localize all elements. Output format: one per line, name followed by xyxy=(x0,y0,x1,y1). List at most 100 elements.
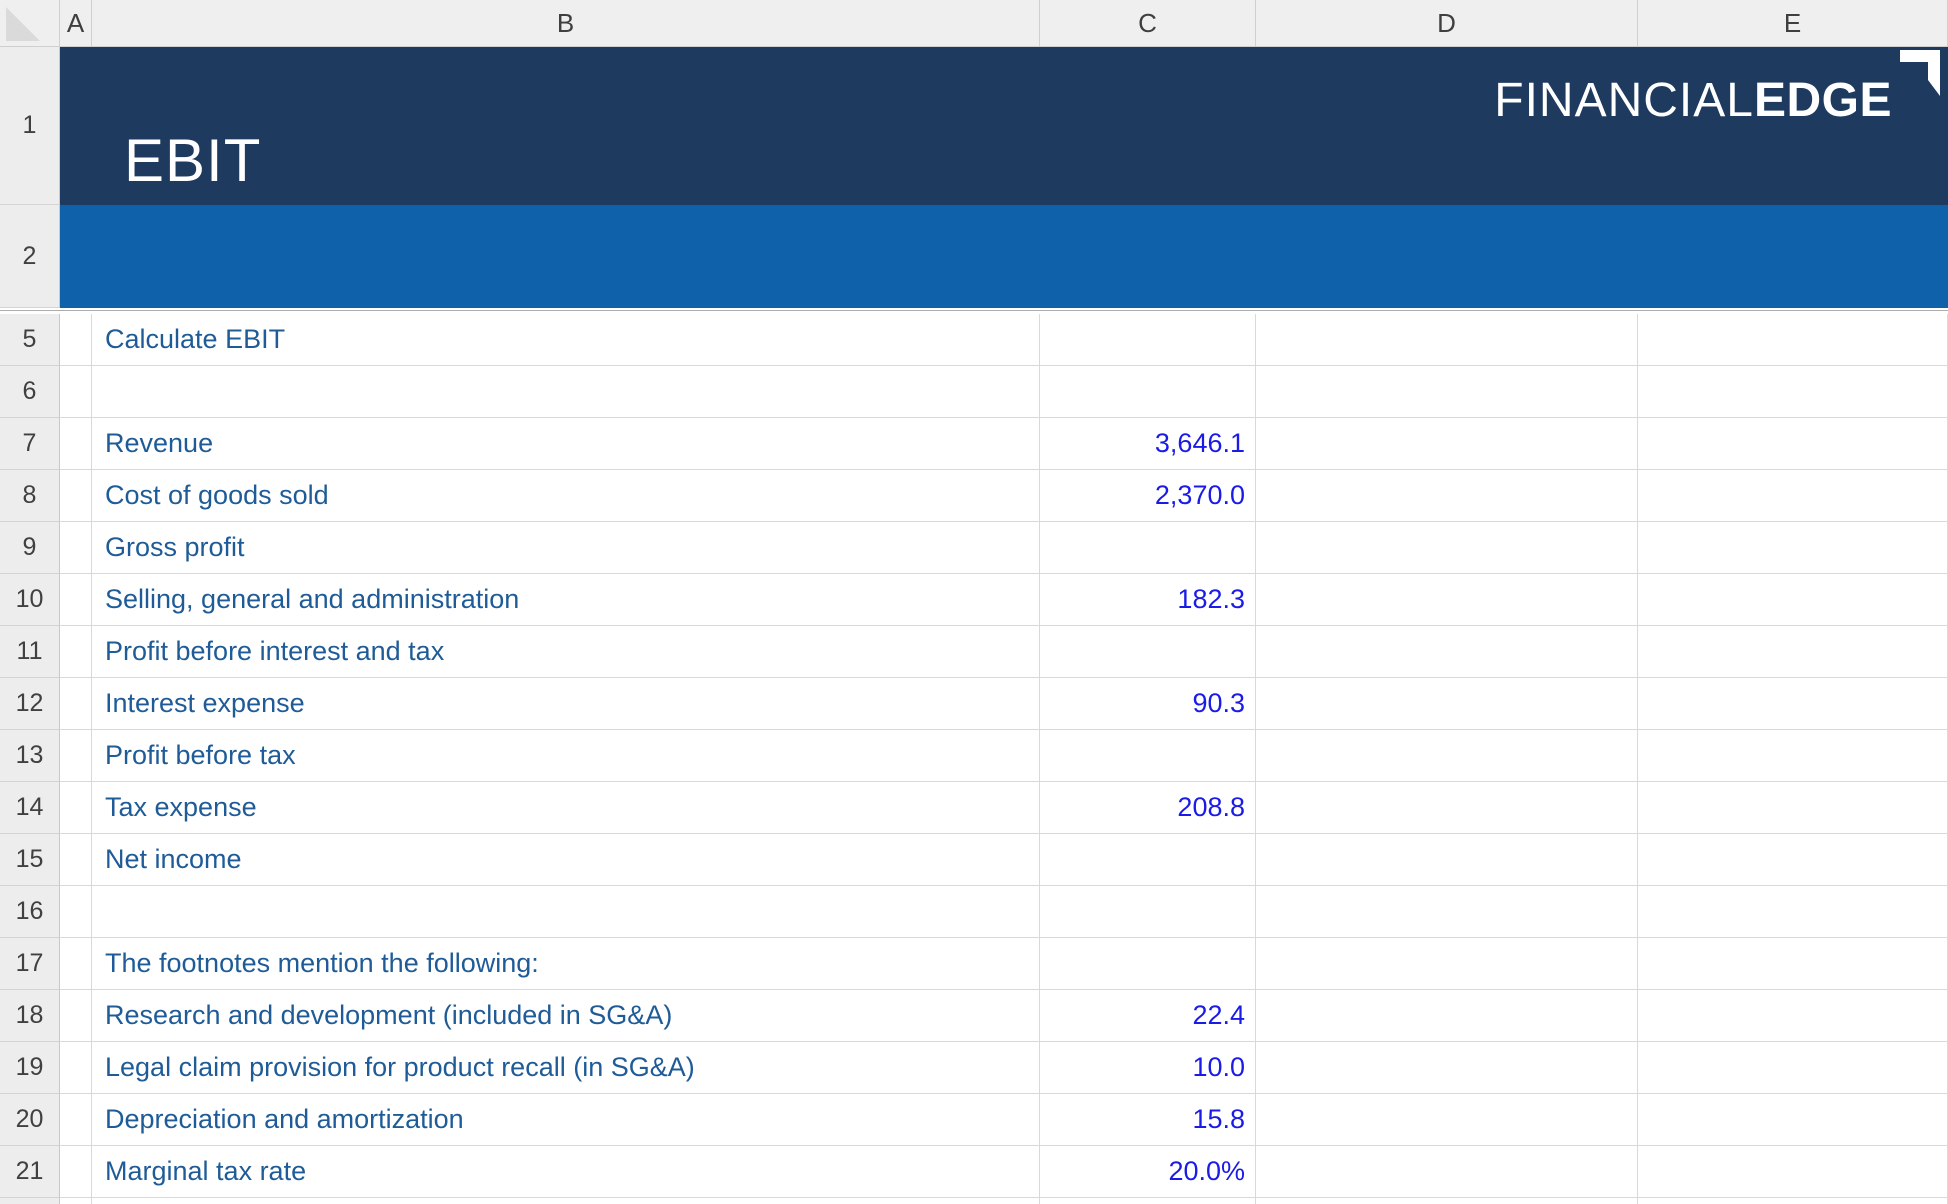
cell-d[interactable] xyxy=(1256,938,1638,990)
row-header[interactable]: 18 xyxy=(0,990,60,1042)
cell-e[interactable] xyxy=(1638,574,1948,626)
cell-e[interactable] xyxy=(1638,626,1948,678)
cell-label[interactable]: Tax expense xyxy=(92,782,1040,834)
cell-value[interactable]: 90.3 xyxy=(1040,678,1256,730)
row-header-2[interactable]: 2 xyxy=(0,205,60,308)
cell-d[interactable] xyxy=(1256,470,1638,522)
cell-e[interactable] xyxy=(1638,990,1948,1042)
cell-a[interactable] xyxy=(60,574,92,626)
cell-value[interactable]: 10.0 xyxy=(1040,1042,1256,1094)
cell-a[interactable] xyxy=(60,470,92,522)
cell-label[interactable]: Profit before tax xyxy=(92,730,1040,782)
cell-value[interactable]: 208.8 xyxy=(1040,782,1256,834)
cell-d[interactable] xyxy=(1256,574,1638,626)
cell-a[interactable] xyxy=(60,730,92,782)
row-header[interactable]: 14 xyxy=(0,782,60,834)
cell-label[interactable]: Revenue xyxy=(92,418,1040,470)
cell-a[interactable] xyxy=(60,782,92,834)
cell-a[interactable] xyxy=(60,522,92,574)
cell-a[interactable] xyxy=(60,314,92,366)
cell-d[interactable] xyxy=(1256,834,1638,886)
row-header[interactable]: 5 xyxy=(0,314,60,366)
cell-e[interactable] xyxy=(1638,522,1948,574)
cell-e[interactable] xyxy=(1638,314,1948,366)
hidden-rows-separator[interactable] xyxy=(0,308,1948,314)
cell-value[interactable]: 20.0% xyxy=(1040,1146,1256,1198)
cell-a[interactable] xyxy=(60,418,92,470)
cell-e[interactable] xyxy=(1638,678,1948,730)
cell-d[interactable] xyxy=(1256,626,1638,678)
row-header[interactable]: 12 xyxy=(0,678,60,730)
cell-d[interactable] xyxy=(1256,730,1638,782)
cell-label[interactable]: Legal claim provision for product recall… xyxy=(92,1042,1040,1094)
column-header-e[interactable]: E xyxy=(1638,0,1948,47)
cell-value[interactable] xyxy=(1040,834,1256,886)
cell-a[interactable] xyxy=(60,834,92,886)
cell-a[interactable] xyxy=(60,366,92,418)
cell-value[interactable]: 15.8 xyxy=(1040,1094,1256,1146)
row-header[interactable]: 6 xyxy=(0,366,60,418)
cell-label[interactable]: Depreciation and amortization xyxy=(92,1094,1040,1146)
cell-a[interactable] xyxy=(60,886,92,938)
cell-a[interactable] xyxy=(60,1094,92,1146)
row-header-22[interactable] xyxy=(0,1198,60,1204)
cell-e[interactable] xyxy=(1638,1146,1948,1198)
cell-value[interactable] xyxy=(1040,886,1256,938)
cell-value[interactable]: 3,646.1 xyxy=(1040,418,1256,470)
cell-d[interactable] xyxy=(1256,522,1638,574)
row-header[interactable]: 19 xyxy=(0,1042,60,1094)
row-header[interactable]: 7 xyxy=(0,418,60,470)
cell-a[interactable] xyxy=(60,1146,92,1198)
cell-label[interactable]: Interest expense xyxy=(92,678,1040,730)
cell-label[interactable]: Profit before interest and tax xyxy=(92,626,1040,678)
cell-value[interactable]: 22.4 xyxy=(1040,990,1256,1042)
cell-label[interactable] xyxy=(92,886,1040,938)
row-header[interactable]: 9 xyxy=(0,522,60,574)
cell-e[interactable] xyxy=(1638,418,1948,470)
cell-label[interactable] xyxy=(92,366,1040,418)
cell-d[interactable] xyxy=(1256,1146,1638,1198)
cell-value[interactable] xyxy=(1040,366,1256,418)
cell-value[interactable] xyxy=(1040,938,1256,990)
column-header-d[interactable]: D xyxy=(1256,0,1638,47)
cell-e22[interactable] xyxy=(1638,1198,1948,1204)
cell-label[interactable]: Marginal tax rate xyxy=(92,1146,1040,1198)
cell-a[interactable] xyxy=(60,626,92,678)
cell-value[interactable]: 2,370.0 xyxy=(1040,470,1256,522)
cell-label[interactable]: Calculate EBIT xyxy=(92,314,1040,366)
cell-label[interactable]: Net income xyxy=(92,834,1040,886)
cell-e[interactable] xyxy=(1638,782,1948,834)
blue-band-cell[interactable] xyxy=(60,205,1948,308)
cell-e[interactable] xyxy=(1638,886,1948,938)
cell-e[interactable] xyxy=(1638,938,1948,990)
row-header[interactable]: 13 xyxy=(0,730,60,782)
row-header[interactable]: 10 xyxy=(0,574,60,626)
cell-e[interactable] xyxy=(1638,470,1948,522)
cell-a[interactable] xyxy=(60,678,92,730)
column-header-b[interactable]: B xyxy=(92,0,1040,47)
cell-d[interactable] xyxy=(1256,1042,1638,1094)
cell-d[interactable] xyxy=(1256,886,1638,938)
row-header[interactable]: 11 xyxy=(0,626,60,678)
title-banner-cell[interactable]: EBIT FINANCIALEDGE xyxy=(60,47,1948,205)
row-header[interactable]: 8 xyxy=(0,470,60,522)
cell-e[interactable] xyxy=(1638,1094,1948,1146)
cell-e[interactable] xyxy=(1638,366,1948,418)
cell-d[interactable] xyxy=(1256,990,1638,1042)
column-header-a[interactable]: A xyxy=(60,0,92,47)
cell-value[interactable] xyxy=(1040,314,1256,366)
cell-d[interactable] xyxy=(1256,366,1638,418)
cell-e[interactable] xyxy=(1638,834,1948,886)
cell-a[interactable] xyxy=(60,938,92,990)
column-header-c[interactable]: C xyxy=(1040,0,1256,47)
cell-d[interactable] xyxy=(1256,418,1638,470)
cell-label[interactable]: Research and development (included in SG… xyxy=(92,990,1040,1042)
cell-a[interactable] xyxy=(60,990,92,1042)
row-header-1[interactable]: 1 xyxy=(0,47,60,205)
row-header[interactable]: 16 xyxy=(0,886,60,938)
cell-value[interactable] xyxy=(1040,730,1256,782)
cell-c22[interactable] xyxy=(1040,1198,1256,1204)
cell-d[interactable] xyxy=(1256,678,1638,730)
cell-label[interactable]: Gross profit xyxy=(92,522,1040,574)
cell-d[interactable] xyxy=(1256,1094,1638,1146)
